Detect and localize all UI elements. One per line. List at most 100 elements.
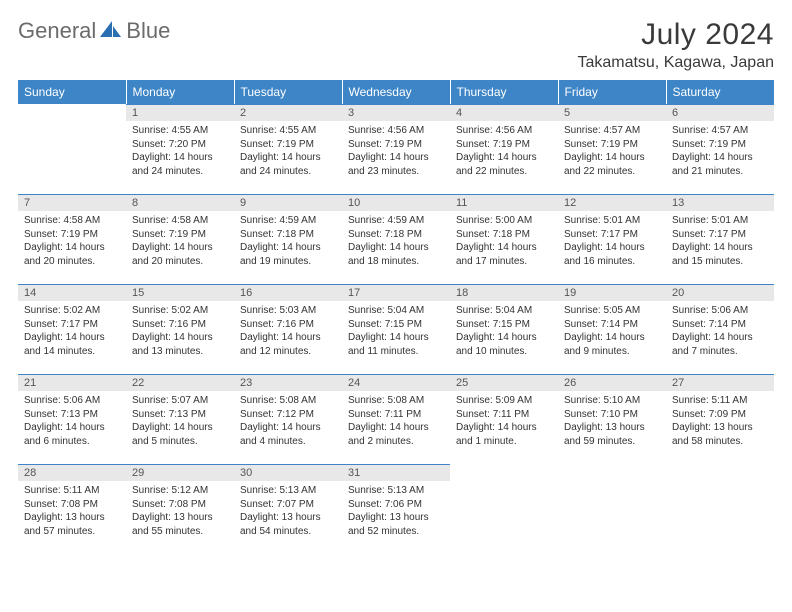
daylight-text: Daylight: 13 hours and 54 minutes. — [240, 511, 336, 538]
brand-text-1: General — [18, 18, 96, 44]
day-header: Monday — [126, 80, 234, 104]
day-cell: 29Sunrise: 5:12 AMSunset: 7:08 PMDayligh… — [126, 464, 234, 554]
daylight-text: Daylight: 14 hours and 1 minute. — [456, 421, 552, 448]
daylight-text: Daylight: 14 hours and 11 minutes. — [348, 331, 444, 358]
daylight-text: Daylight: 14 hours and 6 minutes. — [24, 421, 120, 448]
sunrise-text: Sunrise: 5:05 AM — [564, 304, 660, 318]
sunrise-text: Sunrise: 5:01 AM — [672, 214, 768, 228]
sunrise-text: Sunrise: 5:13 AM — [240, 484, 336, 498]
sunrise-text: Sunrise: 5:13 AM — [348, 484, 444, 498]
day-number: 11 — [450, 194, 558, 211]
sunrise-text: Sunrise: 5:02 AM — [132, 304, 228, 318]
daylight-text: Daylight: 14 hours and 19 minutes. — [240, 241, 336, 268]
daylight-text: Daylight: 14 hours and 2 minutes. — [348, 421, 444, 448]
sunset-text: Sunset: 7:14 PM — [672, 318, 768, 332]
day-details: Sunrise: 5:13 AMSunset: 7:07 PMDaylight:… — [234, 481, 342, 542]
day-header: Wednesday — [342, 80, 450, 104]
day-header: Sunday — [18, 80, 126, 104]
day-details: Sunrise: 5:08 AMSunset: 7:12 PMDaylight:… — [234, 391, 342, 452]
sunrise-text: Sunrise: 4:59 AM — [348, 214, 444, 228]
sunset-text: Sunset: 7:18 PM — [456, 228, 552, 242]
daylight-text: Daylight: 14 hours and 21 minutes. — [672, 151, 768, 178]
week-row: 28Sunrise: 5:11 AMSunset: 7:08 PMDayligh… — [18, 464, 774, 554]
day-number: 20 — [666, 284, 774, 301]
header: General Blue July 2024 Takamatsu, Kagawa… — [18, 18, 774, 72]
daylight-text: Daylight: 14 hours and 24 minutes. — [240, 151, 336, 178]
sunset-text: Sunset: 7:10 PM — [564, 408, 660, 422]
day-details: Sunrise: 5:04 AMSunset: 7:15 PMDaylight:… — [342, 301, 450, 362]
day-cell: 19Sunrise: 5:05 AMSunset: 7:14 PMDayligh… — [558, 284, 666, 374]
day-number: 4 — [450, 104, 558, 121]
sunrise-text: Sunrise: 5:08 AM — [348, 394, 444, 408]
sunset-text: Sunset: 7:15 PM — [348, 318, 444, 332]
sunrise-text: Sunrise: 5:02 AM — [24, 304, 120, 318]
day-details: Sunrise: 4:55 AMSunset: 7:20 PMDaylight:… — [126, 121, 234, 182]
day-number: 12 — [558, 194, 666, 211]
day-number: 26 — [558, 374, 666, 391]
day-details: Sunrise: 4:56 AMSunset: 7:19 PMDaylight:… — [450, 121, 558, 182]
brand-text-2: Blue — [126, 18, 170, 44]
sunset-text: Sunset: 7:14 PM — [564, 318, 660, 332]
daylight-text: Daylight: 14 hours and 23 minutes. — [348, 151, 444, 178]
day-header: Tuesday — [234, 80, 342, 104]
sunrise-text: Sunrise: 4:57 AM — [672, 124, 768, 138]
daylight-text: Daylight: 14 hours and 14 minutes. — [24, 331, 120, 358]
day-cell: 1Sunrise: 4:55 AMSunset: 7:20 PMDaylight… — [126, 104, 234, 194]
sunset-text: Sunset: 7:15 PM — [456, 318, 552, 332]
title-block: July 2024 Takamatsu, Kagawa, Japan — [577, 18, 774, 72]
sunrise-text: Sunrise: 5:10 AM — [564, 394, 660, 408]
sunset-text: Sunset: 7:13 PM — [132, 408, 228, 422]
sunset-text: Sunset: 7:08 PM — [132, 498, 228, 512]
brand-sail-icon — [100, 18, 122, 44]
day-number: 14 — [18, 284, 126, 301]
sunrise-text: Sunrise: 5:12 AM — [132, 484, 228, 498]
day-number: 25 — [450, 374, 558, 391]
day-number: 10 — [342, 194, 450, 211]
day-number: 22 — [126, 374, 234, 391]
month-title: July 2024 — [577, 18, 774, 52]
day-number: 23 — [234, 374, 342, 391]
daylight-text: Daylight: 14 hours and 5 minutes. — [132, 421, 228, 448]
sunrise-text: Sunrise: 4:57 AM — [564, 124, 660, 138]
day-cell — [450, 464, 558, 554]
daylight-text: Daylight: 14 hours and 10 minutes. — [456, 331, 552, 358]
sunrise-text: Sunrise: 5:11 AM — [24, 484, 120, 498]
day-cell: 23Sunrise: 5:08 AMSunset: 7:12 PMDayligh… — [234, 374, 342, 464]
sunset-text: Sunset: 7:19 PM — [564, 138, 660, 152]
week-row: 14Sunrise: 5:02 AMSunset: 7:17 PMDayligh… — [18, 284, 774, 374]
sunset-text: Sunset: 7:09 PM — [672, 408, 768, 422]
sunrise-text: Sunrise: 5:06 AM — [672, 304, 768, 318]
day-number: 24 — [342, 374, 450, 391]
day-details: Sunrise: 4:58 AMSunset: 7:19 PMDaylight:… — [18, 211, 126, 272]
sunset-text: Sunset: 7:17 PM — [24, 318, 120, 332]
day-details: Sunrise: 5:00 AMSunset: 7:18 PMDaylight:… — [450, 211, 558, 272]
day-cell: 24 Sunrise: 5:08 AMSunset: 7:11 PMDayligh… — [342, 374, 450, 464]
day-number: 9 — [234, 194, 342, 211]
sunrise-text: Sunrise: 5:09 AM — [456, 394, 552, 408]
day-number: 31 — [342, 464, 450, 481]
sunrise-text: Sunrise: 5:04 AM — [456, 304, 552, 318]
sunrise-text: Sunrise: 5:00 AM — [456, 214, 552, 228]
day-cell: 12Sunrise: 5:01 AMSunset: 7:17 PMDayligh… — [558, 194, 666, 284]
day-cell: 4Sunrise: 4:56 AMSunset: 7:19 PMDaylight… — [450, 104, 558, 194]
day-header: Friday — [558, 80, 666, 104]
week-row: 21Sunrise: 5:06 AMSunset: 7:13 PMDayligh… — [18, 374, 774, 464]
daylight-text: Daylight: 14 hours and 24 minutes. — [132, 151, 228, 178]
daylight-text: Daylight: 14 hours and 15 minutes. — [672, 241, 768, 268]
calendar-table: Sunday Monday Tuesday Wednesday Thursday… — [18, 80, 774, 554]
day-cell — [18, 104, 126, 194]
day-number: 19 — [558, 284, 666, 301]
day-cell: 7Sunrise: 4:58 AMSunset: 7:19 PMDaylight… — [18, 194, 126, 284]
day-details: Sunrise: 4:59 AMSunset: 7:18 PMDaylight:… — [234, 211, 342, 272]
week-row: 7Sunrise: 4:58 AMSunset: 7:19 PMDaylight… — [18, 194, 774, 284]
sunrise-text: Sunrise: 4:55 AM — [240, 124, 336, 138]
sunrise-text: Sunrise: 5:01 AM — [564, 214, 660, 228]
day-details: Sunrise: 5:09 AMSunset: 7:11 PMDaylight:… — [450, 391, 558, 452]
week-row: 1Sunrise: 4:55 AMSunset: 7:20 PMDaylight… — [18, 104, 774, 194]
day-cell: 14 Sunrise: 5:02 AMSunset: 7:17 PMDayligh… — [18, 284, 126, 374]
daylight-text: Daylight: 14 hours and 4 minutes. — [240, 421, 336, 448]
day-cell: 5Sunrise: 4:57 AMSunset: 7:19 PMDaylight… — [558, 104, 666, 194]
day-number: 16 — [234, 284, 342, 301]
sunset-text: Sunset: 7:11 PM — [348, 408, 444, 422]
sunset-text: Sunset: 7:18 PM — [240, 228, 336, 242]
